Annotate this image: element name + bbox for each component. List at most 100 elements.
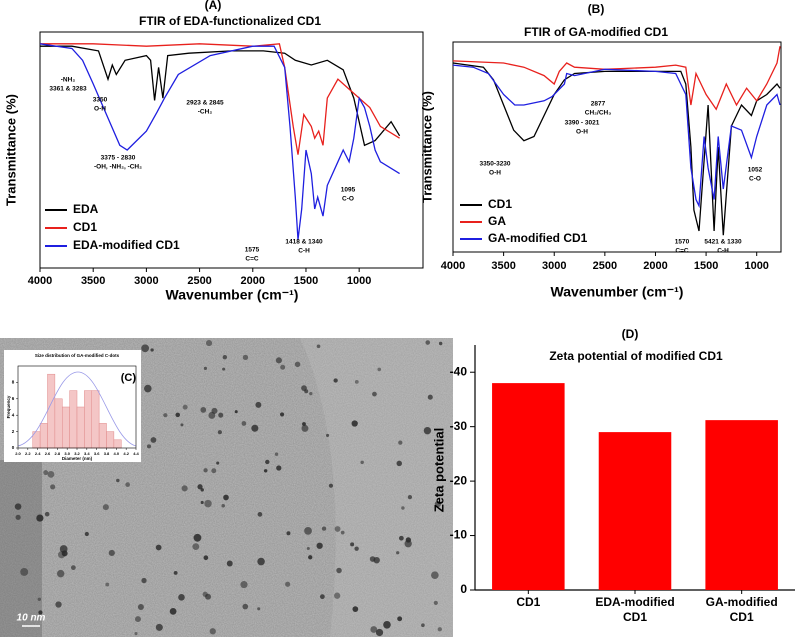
nanoparticle [370,626,378,633]
nanoparticle [242,354,249,361]
plot-frame [39,31,424,269]
nanoparticle [141,577,147,584]
nanoparticle [108,549,115,557]
histogram-bar [106,431,115,449]
panel-label: (A) [205,0,222,12]
annotation: 3350 [93,97,108,104]
nanoparticle [197,484,203,490]
legend-label: CD1 [488,197,512,211]
nanoparticle [286,531,291,536]
histogram-bar [69,390,78,449]
nanoparticle [350,542,355,547]
y-tick-label: 6 [12,396,15,401]
nanoparticle [397,616,403,622]
x-tick-label: 3.6 [94,451,100,456]
nanoparticle [50,484,56,490]
nanoparticle [181,485,188,492]
nanoparticle [59,545,68,553]
nanoparticle [211,468,217,474]
nanoparticle [193,533,202,542]
nanoparticle [208,411,216,419]
annotation: -NH₂ [61,77,76,84]
spectrum-line [40,43,400,155]
x-tick-label: 4.4 [133,451,139,456]
x-tick-label: 3.4 [84,451,90,456]
nanoparticle [15,514,21,520]
nanoparticle [257,511,263,517]
nanoparticle [55,601,62,608]
nanoparticle [137,604,144,611]
nanoparticle [280,364,286,370]
nanoparticle [285,581,291,587]
histogram-bar [98,423,107,449]
y-axis-label: Zeta potential [431,428,446,513]
spectrum-line [452,62,781,236]
annotation: 3350-3230 [479,161,510,168]
nanoparticle [404,540,412,548]
nanoparticle [134,616,141,623]
annotation: 5421 & 1330 [704,239,742,246]
nanoparticle [279,412,285,417]
annotation: 2923 & 2845 [186,100,224,107]
annotation: 3361 & 3283 [49,86,87,93]
nanoparticle [241,421,247,426]
x-tick-label: 2.8 [55,451,61,456]
nanoparticle [134,632,138,636]
nanoparticle [84,531,89,537]
annotation: 1570 [675,239,690,246]
fit-curve [17,371,137,447]
nanoparticle [425,340,431,345]
nanoparticle [309,391,313,396]
nanoparticle [438,341,443,346]
nanoparticle [43,470,49,476]
nanoparticle [354,546,359,551]
nanoparticle [209,628,216,635]
histogram-bar [54,398,63,449]
nanoparticle [175,412,180,418]
nanoparticle [173,570,178,575]
panel-label: (C) [121,372,137,384]
nanoparticle [375,628,384,637]
x-tick-label: 3000 [542,260,566,272]
x-tick-label: EDA-modified CD1 [595,595,675,624]
nanoparticle [203,366,208,370]
x-tick-label: 3.0 [64,451,70,456]
histogram-bar [91,390,100,449]
histogram-bar [47,373,56,449]
y-axis-label: Transmittance (%) [3,94,18,206]
annotation: -CH₂ [198,109,213,116]
nanoparticle [437,627,442,632]
x-tick-label: 4000 [441,260,465,272]
annotation: C-H [298,248,310,255]
y-tick-label: -40 [450,364,468,378]
y-tick-label: 4 [12,412,15,417]
x-tick-label: 1500 [694,260,718,272]
annotation: 1418 & 1340 [285,239,323,246]
chart-title: FTIR of EDA-functionalized CD1 [139,14,321,28]
y-tick-label: 2 [12,429,15,434]
nanoparticle [37,597,42,601]
nanoparticle [218,412,224,418]
nanoparticle [265,459,270,465]
nanoparticle [354,379,359,384]
x-tick-label: 2.2 [25,451,31,456]
annotation: O-H [489,170,501,177]
nanoparticle [352,606,359,612]
x-tick-label: 3500 [491,260,515,272]
x-tick-label: 4000 [28,275,52,287]
nanoparticle [325,433,330,437]
nanoparticle [163,413,168,418]
nanoparticle [398,535,404,541]
nanoparticle [223,494,229,501]
nanoparticle [146,444,152,449]
nanoparticle [423,426,432,435]
nanoparticle [234,410,238,414]
histogram-bar [62,406,70,449]
nanoparticle [398,440,403,445]
nanoparticle [116,478,120,483]
inset-title: Size distribution of GA-modified C-dots [35,353,120,358]
nanoparticle [102,504,109,511]
nanoparticle [221,503,226,508]
x-tick-label: 2000 [643,260,667,272]
